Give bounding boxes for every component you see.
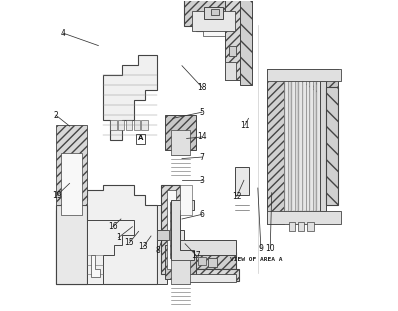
Bar (267, 211, 341, 224)
Bar (298, 222, 304, 231)
Bar (56, 125, 87, 205)
Text: 4: 4 (61, 29, 66, 38)
Bar (306, 81, 308, 211)
Text: A: A (137, 136, 143, 142)
Text: 2: 2 (54, 111, 59, 120)
Bar (316, 81, 318, 211)
Bar (295, 81, 297, 211)
Bar (307, 222, 314, 231)
Text: 19: 19 (52, 191, 61, 200)
Bar (136, 134, 145, 144)
Text: 6: 6 (200, 210, 205, 219)
Bar (180, 239, 236, 255)
Bar (320, 81, 326, 211)
Bar (157, 230, 184, 239)
Bar (203, 0, 225, 35)
Bar (184, 0, 246, 26)
Text: 16: 16 (108, 222, 118, 231)
Bar (286, 81, 288, 211)
Polygon shape (110, 120, 117, 130)
Bar (326, 87, 338, 205)
Bar (284, 81, 286, 211)
Polygon shape (103, 55, 157, 140)
Text: 12: 12 (232, 192, 242, 201)
Text: 17: 17 (191, 251, 201, 260)
Bar (312, 81, 314, 211)
Bar (225, 63, 236, 80)
Bar (300, 81, 302, 211)
Bar (198, 257, 206, 265)
Bar (309, 81, 311, 211)
Text: 8: 8 (156, 246, 160, 255)
Bar (298, 81, 300, 211)
Bar (288, 81, 290, 211)
Bar (157, 230, 169, 239)
Bar (183, 275, 236, 282)
Text: 18: 18 (197, 83, 207, 92)
Polygon shape (157, 205, 167, 285)
Bar (165, 115, 196, 150)
Bar (304, 81, 306, 211)
Polygon shape (91, 255, 100, 277)
Bar (289, 222, 295, 231)
Polygon shape (134, 120, 140, 130)
Bar (235, 167, 249, 195)
Polygon shape (284, 69, 338, 106)
Bar (314, 81, 316, 211)
Polygon shape (171, 200, 194, 260)
Bar (240, 0, 252, 85)
Bar (183, 252, 236, 270)
Text: 14: 14 (197, 132, 207, 142)
Bar (311, 81, 312, 211)
Polygon shape (141, 120, 148, 130)
Bar (171, 260, 190, 285)
Text: 11: 11 (240, 121, 250, 130)
Polygon shape (126, 120, 132, 130)
Polygon shape (167, 190, 176, 270)
Text: 5: 5 (200, 108, 205, 117)
Text: 10: 10 (265, 244, 275, 253)
Bar (208, 258, 217, 267)
Text: 1: 1 (116, 233, 121, 242)
Polygon shape (56, 185, 157, 285)
Bar (318, 81, 320, 211)
Text: 15: 15 (125, 238, 134, 247)
Bar (291, 81, 293, 211)
Bar (171, 130, 190, 155)
Bar (297, 81, 298, 211)
Bar (204, 7, 223, 19)
Bar (267, 69, 284, 224)
Bar (225, 0, 240, 80)
Bar (290, 81, 291, 211)
Bar (211, 9, 219, 15)
Bar (176, 270, 239, 281)
Bar (308, 81, 309, 211)
Polygon shape (118, 120, 124, 130)
Bar (180, 185, 192, 215)
Text: VIEW OF AREA A: VIEW OF AREA A (230, 257, 283, 262)
Bar (196, 0, 231, 30)
Polygon shape (56, 205, 87, 285)
Polygon shape (161, 185, 180, 275)
Bar (192, 11, 235, 30)
Text: 3: 3 (200, 176, 205, 185)
Bar (267, 69, 341, 81)
Text: 9: 9 (258, 244, 263, 253)
Bar (165, 244, 196, 280)
Bar (229, 46, 236, 56)
Text: 13: 13 (139, 242, 148, 251)
Bar (302, 81, 304, 211)
Text: 7: 7 (200, 153, 205, 161)
Bar (293, 81, 295, 211)
Bar (61, 153, 82, 215)
Polygon shape (87, 220, 134, 285)
